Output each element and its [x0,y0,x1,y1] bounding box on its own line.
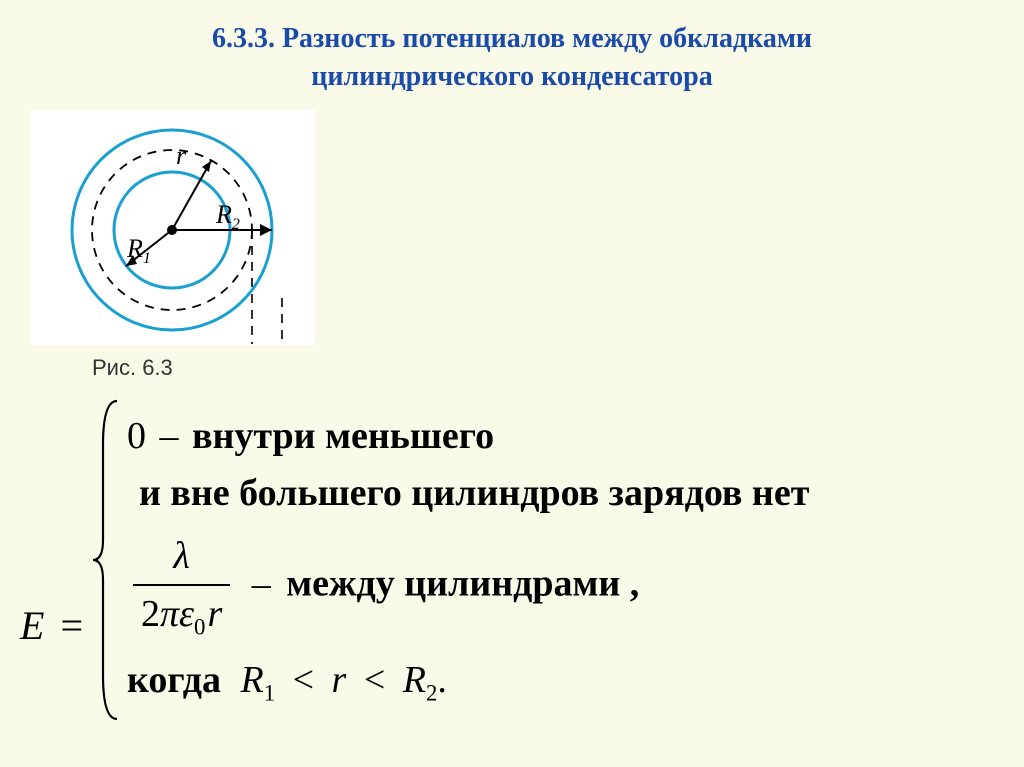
case-4: когда R1 < r < R2. [127,656,809,708]
figure-6-3: r R1 R2 [30,110,315,345]
label-r: r [176,141,187,170]
den-eps-sub: 0 [194,614,205,639]
left-brace-icon [89,395,123,725]
case1-text: внутри меньшего [192,415,494,457]
den-eps: ε [179,593,194,635]
case1-dash: – [160,415,179,457]
field-equation: E = 0 – внутри меньшего и вне большего ц… [20,395,1000,725]
section-title: 6.3.3. Разность потенциалов между обклад… [0,0,1024,96]
case4-R1: R [240,659,263,701]
cases-block: 0 – внутри меньшего и вне большего цилин… [123,404,809,717]
case4-lt2: < [364,659,385,701]
title-line1: 6.3.3. Разность потенциалов между обклад… [212,23,812,54]
case4-R2-sub: 2 [426,681,437,706]
case-2: и вне большего цилиндров зарядов нет [127,469,809,518]
case3-text: между цилиндрами , [286,563,639,605]
case4-lt1: < [293,659,314,701]
case1-zero: 0 [127,415,146,457]
sym-eq: = [60,603,83,648]
case-3: λ 2πε0r – между цилиндрами , [127,532,809,642]
denominator: 2πε0r [133,586,230,642]
den-pi: π [160,593,179,635]
title-line2: цилиндрического конденсатора [311,61,713,92]
case2-text: и вне большего цилиндров зарядов нет [139,472,809,514]
fraction: λ 2πε0r [133,532,230,642]
figure-caption: Рис. 6.3 [92,355,173,381]
case4-kogda: когда [127,659,221,701]
case4-R1-sub: 1 [264,681,275,706]
sym-E: E [20,603,44,648]
case4-R2: R [403,659,426,701]
label-R2: R2 [215,200,240,233]
case-1: 0 – внутри меньшего [127,412,809,461]
case4-r: r [332,659,347,701]
case3-dash: – [252,563,271,605]
den-2: 2 [141,593,160,635]
label-R1: R1 [126,234,151,267]
E-equals: E = [20,472,83,649]
den-r: r [207,593,222,635]
cylinder-cross-section: r R1 R2 [30,110,315,345]
case4-dot: . [437,659,447,701]
num-lambda: λ [133,532,230,585]
